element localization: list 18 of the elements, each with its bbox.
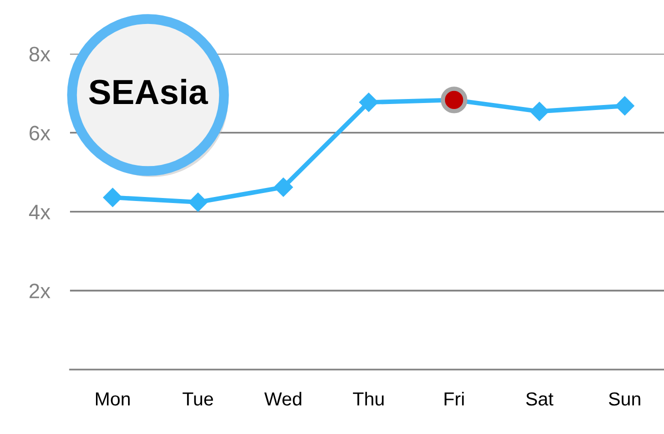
y-tick-label: 2x bbox=[30, 284, 50, 298]
x-tick-label: Wed bbox=[264, 392, 302, 406]
x-tick-label: Mon bbox=[96, 392, 130, 406]
point bbox=[359, 92, 378, 112]
point bbox=[188, 192, 208, 212]
x-tick-label: Tue bbox=[182, 392, 213, 406]
y-tick-label: 8x bbox=[29, 46, 50, 62]
x-tick-label: Fri bbox=[444, 392, 464, 406]
x-tick-label: Thu bbox=[352, 392, 384, 406]
point bbox=[615, 96, 634, 116]
point bbox=[274, 178, 293, 197]
x-tick-label: Sun bbox=[608, 392, 640, 406]
text: SEAsia bbox=[89, 78, 208, 104]
x-tick-label: Sat bbox=[526, 392, 554, 406]
y-tick-label: 6x bbox=[30, 126, 50, 140]
point bbox=[103, 188, 122, 207]
y-tick-label: 4x bbox=[29, 204, 50, 220]
point bbox=[530, 102, 549, 121]
